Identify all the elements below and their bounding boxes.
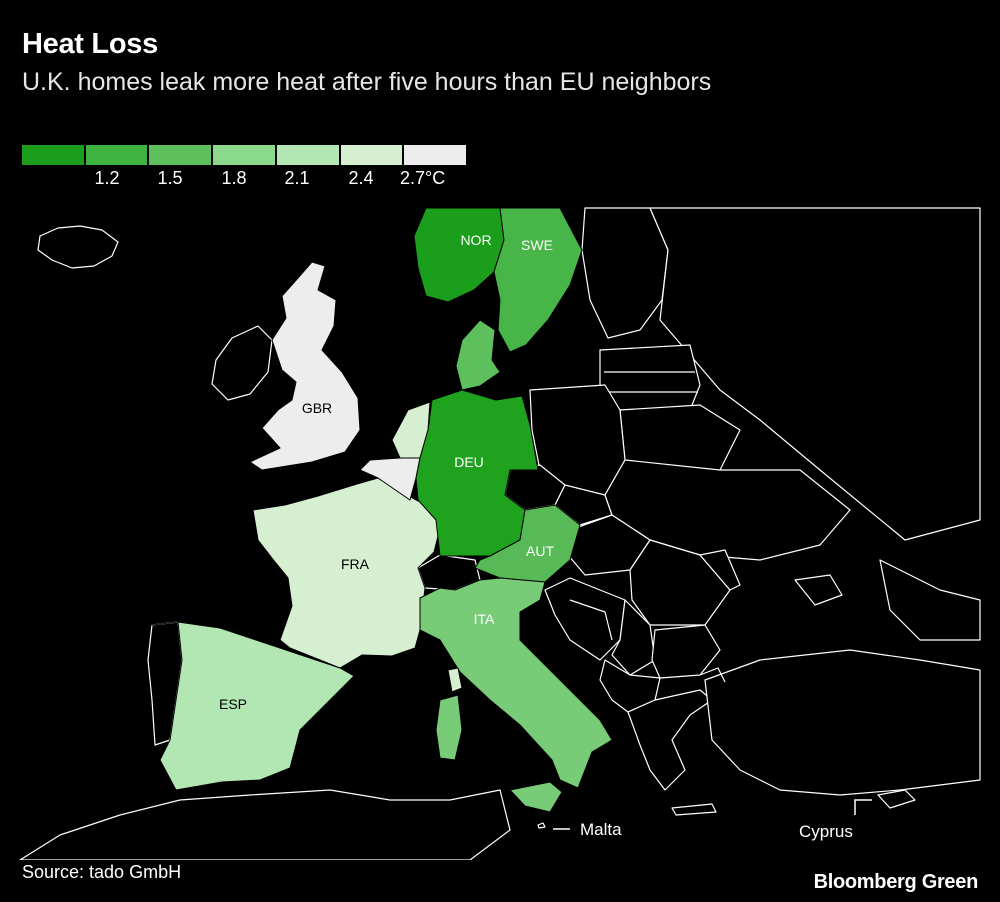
legend-tick: 1.2	[94, 168, 120, 188]
country-swe	[493, 207, 583, 353]
country-labels: GBR FRA ESP DEU NOR SWE AUT ITA	[219, 232, 554, 712]
legend-ticks: 1.2 1.5 1.8 2.1 2.4 2.7°C	[22, 165, 466, 188]
other-countries	[19, 207, 981, 860]
crete-outline	[671, 803, 717, 816]
legend-swatch	[340, 145, 405, 165]
label-swe: SWE	[521, 237, 553, 253]
greece-outline	[627, 689, 713, 791]
country-fra	[252, 477, 445, 669]
north-africa-outline	[19, 789, 511, 860]
turkey-outline	[704, 649, 981, 796]
chart-subtitle: U.K. homes leak more heat after five hou…	[22, 68, 712, 96]
label-deu: DEU	[454, 454, 484, 470]
legend-swatch	[404, 145, 467, 165]
baltics-outline	[599, 344, 701, 411]
cyprus-outline	[877, 789, 916, 809]
source-note: Source: tado GmbH	[22, 862, 182, 882]
legend-tick: 2.7°C	[400, 168, 446, 188]
legend-tick: 2.4	[348, 168, 374, 188]
legend-swatch	[213, 145, 277, 165]
europe-map: GBR FRA ESP DEU NOR SWE AUT ITA Malta Cy…	[19, 207, 981, 860]
data-countries	[151, 207, 613, 813]
legend-tick: 1.8	[221, 168, 247, 188]
label-cyprus: Cyprus	[799, 822, 853, 841]
country-fra-corsica	[447, 667, 463, 693]
legend-swatch	[85, 145, 150, 165]
label-gbr: GBR	[302, 400, 332, 416]
chart-title: Heat Loss	[22, 28, 158, 60]
ireland-outline	[211, 325, 273, 401]
country-bel	[359, 457, 421, 501]
country-ita-sardinia	[435, 694, 463, 761]
brand-logo: Bloomberg Green	[813, 871, 979, 893]
malta-outline	[537, 822, 546, 829]
country-ita-sicily	[509, 781, 563, 813]
russia-outline	[649, 207, 981, 541]
country-esp	[151, 621, 355, 791]
country-gbr	[249, 261, 361, 471]
legend-tick: 1.5	[157, 168, 183, 188]
label-esp: ESP	[219, 696, 247, 712]
country-ita	[419, 577, 613, 789]
finland-outline	[581, 207, 669, 339]
ukraine-outline	[604, 459, 851, 561]
label-ita: ITA	[474, 611, 495, 627]
label-aut: AUT	[526, 543, 554, 559]
caucasus-outline	[879, 559, 981, 641]
label-fra: FRA	[341, 556, 370, 572]
crimea-outline	[794, 574, 843, 606]
country-nor	[413, 207, 505, 303]
balkans-outline	[544, 577, 626, 661]
legend-swatches	[22, 145, 467, 165]
legend-tick: 2.1	[284, 168, 310, 188]
legend-swatch	[149, 145, 214, 165]
island-annotations: Malta Cyprus	[553, 799, 872, 841]
cyprus-leader-line	[854, 799, 872, 815]
color-legend: 1.2 1.5 1.8 2.1 2.4 2.7°C	[22, 145, 467, 188]
moldova-outline	[699, 549, 741, 591]
bulgaria-outline	[651, 624, 721, 679]
country-aut	[474, 504, 581, 583]
label-malta: Malta	[580, 820, 622, 839]
label-nor: NOR	[460, 232, 491, 248]
country-dnk	[455, 319, 501, 391]
legend-swatch	[22, 145, 86, 165]
iceland-outline	[37, 225, 119, 269]
legend-swatch	[276, 145, 341, 165]
